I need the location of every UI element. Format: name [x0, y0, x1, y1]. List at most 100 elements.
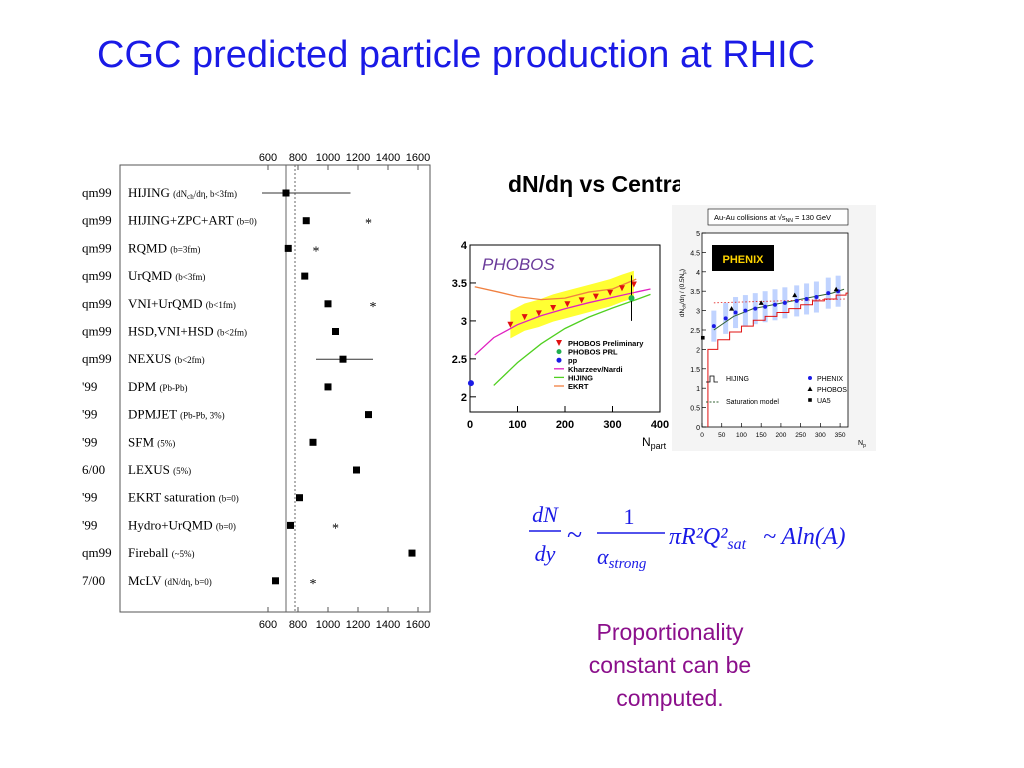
row-label: NEXUS (b<2fm) — [128, 351, 205, 366]
model-row: 6/00 LEXUS (5%) — [82, 462, 360, 477]
prediction-marker — [309, 438, 317, 446]
title-box — [707, 208, 849, 226]
y-tick-label: 3.5 — [452, 278, 467, 290]
row-reference: '99 — [82, 517, 97, 532]
y-tick-label: 2 — [461, 392, 467, 404]
x-tick-label-bottom: 1400 — [376, 619, 400, 631]
legend-label: HIJING — [726, 376, 749, 383]
prediction-marker — [324, 300, 332, 308]
prediction-marker — [365, 411, 372, 419]
model-rows: qm99 HIJING (dNch/dη, b<3fm) qm99 HIJING+ZP… — [82, 185, 416, 592]
legend-marker — [556, 357, 562, 363]
star-marker: * — [310, 577, 317, 592]
star-marker: * — [370, 300, 377, 315]
phobos-logo: PHOBOS — [482, 255, 555, 274]
phobos-preliminary-point — [630, 281, 637, 288]
model-row: qm99 VNI+UrQMD (b<1fm) * — [82, 296, 377, 315]
formula-lhs-num: dN — [532, 502, 559, 527]
model-row: '99 EKRT saturation (b=0) — [82, 490, 303, 505]
row-reference: qm99 — [82, 324, 112, 339]
formula: dN dy ~ 1 αstrong πR²Q²sat ~ Aln(A) — [529, 502, 846, 572]
x-axis-label: Np — [858, 440, 866, 449]
prediction-marker — [353, 466, 360, 474]
y-tick-label: 4 — [696, 270, 700, 277]
star-marker: * — [365, 217, 372, 232]
phenix-point — [711, 324, 716, 329]
x-axis-label: Npart — [642, 435, 667, 451]
legend-label: EKRT — [568, 382, 589, 391]
row-label: UrQMD (b<3fm) — [128, 268, 205, 283]
legend-label: pp — [568, 356, 578, 365]
star-marker: * — [313, 244, 320, 259]
model-predictions-chart: 600 800 1000 1200 1400 1600 600 800 1000 1200 140… — [82, 152, 431, 631]
formula-sim: ~ — [567, 520, 582, 551]
model-row: 7/00 McLV (dN/dη, b=0) * — [82, 573, 317, 592]
model-row: qm99 HIJING+ZPC+ART (b=0) * — [82, 213, 372, 232]
x-tick-label: 50 — [718, 432, 726, 439]
legend-marker — [808, 398, 812, 402]
phenix-chart: Au-Au collisions at √sNN = 130 GeV 0 0.5 1 1… — [672, 205, 876, 451]
phobos-preliminary-point — [550, 305, 557, 312]
proportionality-note: Proportionality constant can be computed… — [555, 616, 785, 715]
model-row: qm99 UrQMD (b<3fm) — [82, 268, 309, 283]
legend-label: Saturation model — [726, 399, 779, 406]
formula-frac-den: αstrong — [597, 544, 647, 572]
row-reference: 6/00 — [82, 462, 105, 477]
y-tick-label: 5 — [696, 231, 700, 238]
legend-marker — [556, 340, 562, 346]
model-row: '99 SFM (5%) — [82, 434, 317, 449]
x-tick-label-bottom: 800 — [289, 619, 307, 631]
x-tick-label: 100 — [736, 432, 747, 439]
x-tick-label: 150 — [756, 432, 767, 439]
series-line — [474, 278, 637, 301]
row-label: EKRT saturation (b=0) — [128, 490, 239, 505]
systematic-band — [510, 270, 634, 339]
row-reference: qm99 — [82, 240, 112, 255]
model-row: qm99 RQMD (b=3fm) * — [82, 240, 320, 259]
prediction-marker — [408, 549, 416, 557]
y-tick-label: 4 — [461, 240, 468, 252]
x-tick-label-bottom: 1200 — [346, 619, 370, 631]
phobos-preliminary-point — [564, 301, 571, 308]
x-tick-label-bottom: 1600 — [406, 619, 430, 631]
prediction-marker — [332, 328, 339, 335]
phenix-point — [826, 291, 831, 296]
row-label: McLV (dN/dη, b=0) — [128, 573, 212, 588]
legend-label: HIJING — [568, 373, 593, 382]
x-tick-label: 400 — [651, 419, 669, 431]
x-tick-label: 200 — [775, 432, 786, 439]
note-line-3: computed. — [616, 685, 724, 711]
legend-marker — [807, 386, 813, 391]
y-tick-label: 1 — [696, 386, 700, 393]
legend-marker — [706, 375, 718, 383]
prediction-marker — [272, 577, 279, 585]
phenix-logo-box — [712, 245, 774, 271]
y-tick-label: 3 — [461, 316, 467, 328]
prediction-marker — [301, 272, 309, 280]
hijing-histogram — [707, 292, 848, 427]
phobos-preliminary-point — [578, 297, 585, 304]
plot-border — [119, 164, 431, 613]
x-tick-label-top: 1000 — [316, 152, 340, 164]
row-reference: 7/00 — [82, 573, 105, 588]
series-line — [493, 293, 651, 386]
row-label: RQMD (b=3fm) — [128, 240, 200, 255]
legend-label: PHOBOS Preliminary — [568, 339, 644, 348]
row-label: Hydro+UrQMD (b=0) — [128, 517, 236, 532]
note-line-2: constant can be — [588, 652, 752, 678]
row-reference: qm99 — [82, 185, 112, 200]
model-row: '99 DPM (Pb-Pb) — [82, 379, 332, 394]
x-tick-label: 0 — [700, 432, 704, 439]
row-reference: qm99 — [82, 296, 112, 311]
x-tick-label-top: 1200 — [346, 152, 370, 164]
formula-lhs-den: dy — [535, 541, 556, 566]
phenix-point — [814, 295, 819, 300]
y-tick-label: 2 — [696, 347, 700, 354]
phobos-point — [729, 306, 735, 311]
row-reference: qm99 — [82, 268, 112, 283]
x-tick-label-top: 1600 — [406, 152, 430, 164]
prediction-marker — [287, 521, 294, 529]
phobos-chart: dN/dη vs Centrality at η=0 0 100 200 300 400… — [452, 171, 680, 451]
phenix-point — [794, 298, 799, 303]
model-row: '99 Hydro+UrQMD (b=0) * — [82, 517, 339, 536]
